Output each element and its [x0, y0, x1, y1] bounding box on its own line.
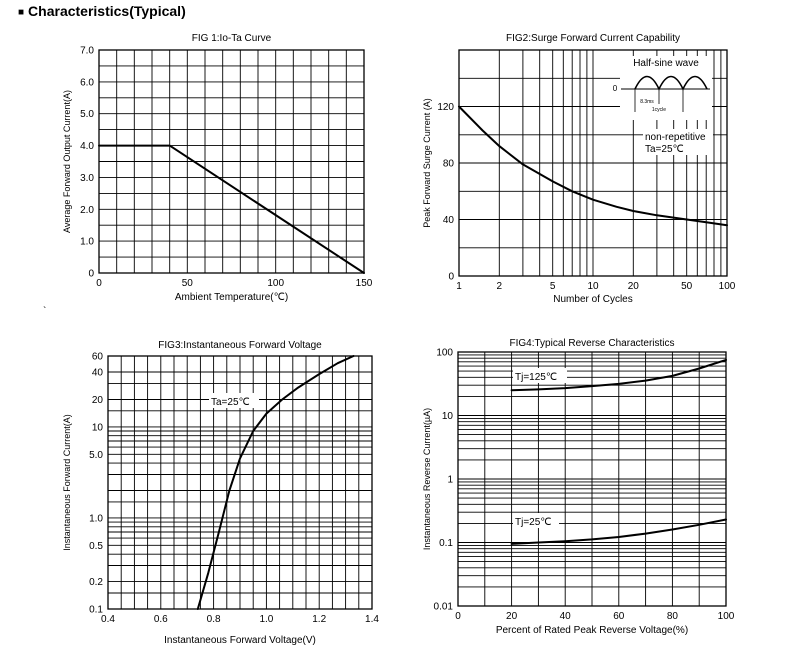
- fig3-y-tick-label: 60: [92, 352, 104, 363]
- fig2-x-tick-label: 2: [497, 281, 503, 292]
- fig3-x-tick-label: 1.4: [365, 614, 379, 625]
- fig3-y-tick-label: 10: [92, 422, 104, 433]
- fig4-x-tick-label: 60: [613, 611, 625, 622]
- fig2-y-tick-label: 120: [437, 102, 454, 113]
- fig2-annotation: Ta=25℃: [645, 144, 684, 155]
- fig1-y-tick-label: 0: [88, 269, 94, 280]
- fig3-y-tick-label: 20: [92, 395, 104, 406]
- square-bullet-icon: ■: [18, 7, 25, 18]
- fig2-plot-frame: [458, 49, 728, 277]
- fig4-chart: FIG4:Typical Reverse Characteristics Perc…: [422, 338, 735, 636]
- fig3-y-tick-label: 0.2: [89, 577, 103, 588]
- fig1-y-tick-label: 6.0: [80, 77, 94, 88]
- fig2-chart: FIG2:Surge Forward Current Capability Num…: [422, 33, 736, 305]
- fig4-grid: [457, 351, 727, 607]
- fig3-y-tick-label: 5.0: [89, 450, 103, 461]
- fig1-x-tick-label: 150: [356, 278, 373, 289]
- fig4-x-tick-label: 40: [560, 611, 572, 622]
- fig1-x-axis-label: Ambient Temperature(℃): [175, 292, 288, 303]
- fig4-x-axis-label: Percent of Rated Peak Reverse Voltage(%): [496, 625, 688, 636]
- fig2-x-axis-label: Number of Cycles: [553, 294, 632, 305]
- fig4-x-tick-label: 20: [506, 611, 518, 622]
- fig1-chart: FIG 1:Io-Ta Curve Ambient Temperature(℃) A…: [62, 33, 373, 303]
- fig4-y-tick-label: 1: [447, 475, 453, 486]
- fig2-x-tick-label: 20: [628, 281, 640, 292]
- fig2-y-tick-label: 40: [443, 215, 455, 226]
- fig3-x-tick-label: 0.4: [101, 614, 115, 625]
- fig4-y-tick-label: 10: [442, 411, 454, 422]
- fig1-y-tick-label: 4.0: [80, 141, 94, 152]
- fig4-series-label-background: [513, 513, 559, 528]
- fig1-y-axis-label: Average Forward Output Current(A): [62, 90, 72, 233]
- fig3-y-tick-label: 0.5: [89, 541, 103, 552]
- fig4-title: FIG4:Typical Reverse Characteristics: [509, 338, 674, 349]
- fig4-x-tick-label: 100: [718, 611, 735, 622]
- fig2-x-tick-label: 5: [550, 281, 556, 292]
- fig1-x-tick-label: 0: [96, 278, 102, 289]
- fig1-y-tick-label: 1.0: [80, 237, 94, 248]
- fig2-y-tick-label: 0: [448, 272, 454, 283]
- fig1-x-tick-label: 100: [267, 278, 284, 289]
- fig2-inset: Half-sine wave 0 8.3ms 1cycle: [613, 56, 712, 120]
- fig3-chart: FIG3:Instantaneous Forward Voltage Instan…: [62, 340, 379, 646]
- fig3-y-tick-label: 0.1: [89, 605, 103, 616]
- fig3-annotation-background: [209, 393, 259, 408]
- fig3-x-tick-label: 0.6: [154, 614, 168, 625]
- fig2-y-tick-label: 80: [443, 159, 455, 170]
- fig3-y-axis-label: Instantaneous Forward Current(A): [62, 414, 72, 551]
- fig2-inset-label: 8.3ms: [640, 99, 654, 105]
- fig2-half-sine-wave-icon: [634, 75, 708, 91]
- fig1-plot-frame: [98, 49, 365, 274]
- fig1-y-tick-label: 3.0: [80, 173, 94, 184]
- fig3-x-tick-label: 0.8: [207, 614, 221, 625]
- fig2-x-tick-label: 1: [456, 281, 462, 292]
- fig4-series-line: [510, 358, 727, 392]
- fig2-x-tick-label: 50: [681, 281, 693, 292]
- fig1-x-tick-label: 50: [182, 278, 194, 289]
- fig4-y-axis-label: Instantaneous Reverse Current(µA): [422, 408, 432, 550]
- page-title: ■ Characteristics(Typical): [18, 3, 186, 19]
- fig1-y-tick-label: 2.0: [80, 205, 94, 216]
- fig2-annotation-background: [643, 129, 713, 155]
- fig3-series-line: [196, 355, 355, 610]
- fig3-y-tick-label: 1.0: [89, 513, 103, 524]
- fig2-inset-zero-label: 0: [613, 84, 618, 93]
- fig2-y-axis-label: Peak Forward Surge Current (A): [422, 98, 432, 228]
- fig3-x-axis-label: Instantaneous Forward Voltage(V): [164, 635, 316, 646]
- fig2-series-line: [458, 105, 728, 227]
- fig3-annotation: Ta=25℃: [211, 397, 250, 408]
- fig2-title: FIG2:Surge Forward Current Capability: [506, 33, 680, 44]
- fig1-y-tick-label: 5.0: [80, 109, 94, 120]
- fig4-x-tick-label: 0: [455, 611, 461, 622]
- fig3-x-tick-label: 1.0: [259, 614, 273, 625]
- fig1-title: FIG 1:Io-Ta Curve: [192, 33, 272, 44]
- fig2-annotation: non-repetitive: [645, 132, 706, 143]
- page-title-text: Characteristics(Typical): [28, 3, 186, 19]
- fig4-y-tick-label: 0.1: [439, 538, 453, 549]
- fig1-grid: [98, 49, 365, 274]
- fig3-plot-frame: [107, 355, 373, 610]
- fig4-series-label: Tj=125℃: [515, 372, 557, 383]
- fig1-series-line: [98, 144, 365, 274]
- fig4-x-tick-label: 80: [667, 611, 679, 622]
- fig2-inset-label: 1cycle: [652, 107, 666, 113]
- fig2-x-tick-label: 10: [587, 281, 599, 292]
- fig3-x-tick-label: 1.2: [312, 614, 326, 625]
- stray-mark: `: [43, 306, 47, 317]
- fig4-plot-frame: [457, 351, 727, 607]
- fig3-title: FIG3:Instantaneous Forward Voltage: [158, 340, 322, 351]
- fig2-inset-title: Half-sine wave: [633, 58, 699, 69]
- fig3-y-tick-label: 40: [92, 368, 104, 379]
- fig4-y-tick-label: 100: [436, 348, 453, 359]
- fig4-series-label: Tj=25℃: [515, 517, 552, 528]
- fig1-y-tick-label: 7.0: [80, 46, 94, 57]
- fig2-x-tick-label: 100: [719, 281, 736, 292]
- fig4-series-line: [510, 518, 727, 545]
- fig4-series-label-background: [513, 368, 567, 383]
- fig4-y-tick-label: 0.01: [434, 602, 454, 613]
